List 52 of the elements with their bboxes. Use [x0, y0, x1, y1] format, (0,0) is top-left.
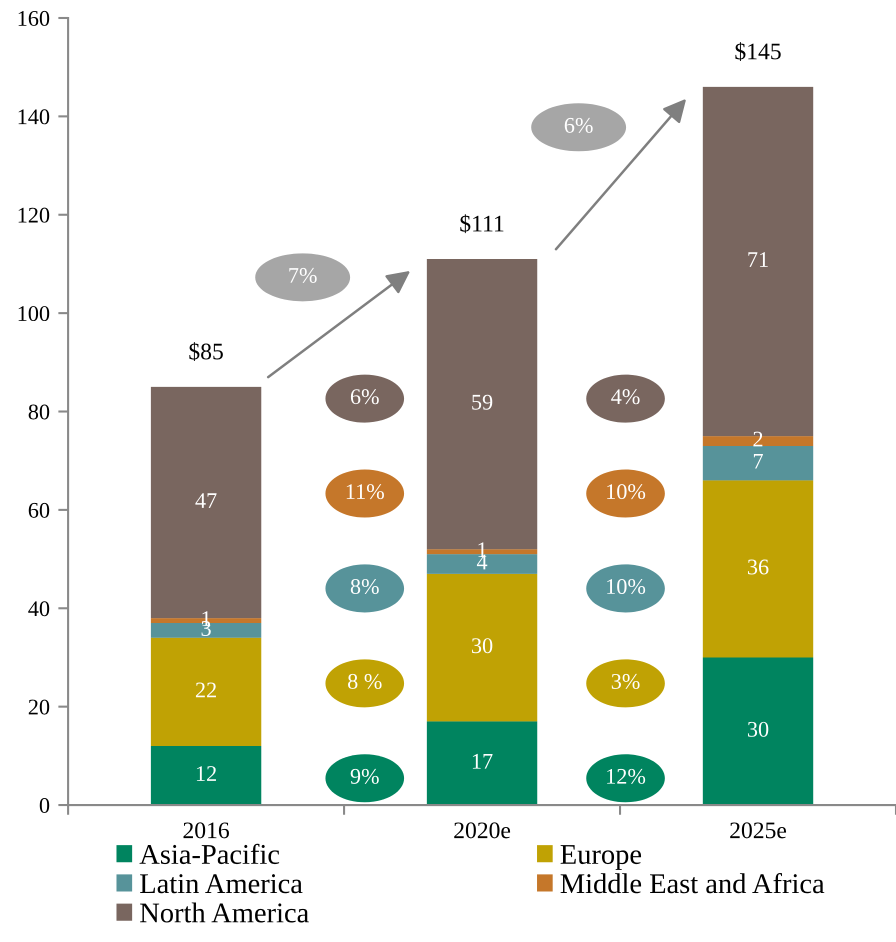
data-label: 47	[195, 493, 217, 508]
data-label: 1	[478, 542, 486, 558]
annotation: 7%	[289, 268, 317, 283]
data-label: 30	[472, 638, 492, 654]
bar	[702, 480, 814, 658]
x-tick-label: 2020e	[454, 822, 510, 838]
data-label: 4	[476, 554, 488, 570]
bar	[150, 638, 262, 746]
data-label: 7	[754, 454, 763, 469]
bar	[702, 657, 814, 806]
y-tick-label: 0	[40, 798, 50, 813]
data-label: 22	[196, 682, 216, 698]
y-tick-label: 100	[18, 306, 50, 322]
annotation: 6%	[350, 389, 379, 404]
legend-label: North America	[140, 902, 309, 923]
legend-label: Europe	[560, 845, 642, 870]
data-label: 17	[472, 754, 493, 769]
annotation: 8 %	[348, 674, 382, 689]
data-label: 2	[753, 432, 762, 446]
annotation: 10%	[607, 484, 646, 500]
data-label: 36	[748, 560, 768, 574]
legend-label: Latin America	[140, 874, 303, 894]
data-label: 30	[748, 722, 768, 737]
data-label: 59	[472, 394, 492, 410]
annotation: 8%	[350, 579, 379, 594]
total-label: $145	[735, 42, 781, 62]
y-tick-label: 120	[18, 208, 50, 223]
x-tick-label: 2025e	[730, 822, 786, 838]
bar	[702, 446, 814, 480]
annotation: 12%	[607, 768, 646, 784]
annotation: 3%	[612, 674, 640, 689]
data-label: 71	[748, 252, 768, 267]
annotation: 9%	[350, 768, 379, 784]
y-tick-label: 40	[28, 601, 50, 616]
legend-label: Middle East and Africa	[560, 872, 824, 894]
annotation: 11%	[346, 484, 384, 500]
annotation: 10%	[607, 579, 646, 594]
annotation: 4%	[611, 389, 640, 404]
total-label: $85	[189, 342, 223, 362]
x-tick-label: 2016	[184, 822, 229, 838]
y-tick-label: 20	[28, 700, 50, 715]
y-tick-label: 60	[28, 502, 50, 518]
bar	[426, 574, 538, 722]
bar	[150, 746, 262, 806]
y-tick-label: 80	[28, 404, 50, 420]
legend-label: Asia-Pacific	[140, 844, 280, 864]
bar	[426, 721, 538, 806]
total-label: $111	[460, 214, 504, 234]
y-tick-label: 160	[18, 10, 50, 26]
annotation: 6%	[564, 118, 593, 133]
y-tick-label: 140	[18, 109, 50, 124]
data-label: 12	[196, 766, 216, 781]
